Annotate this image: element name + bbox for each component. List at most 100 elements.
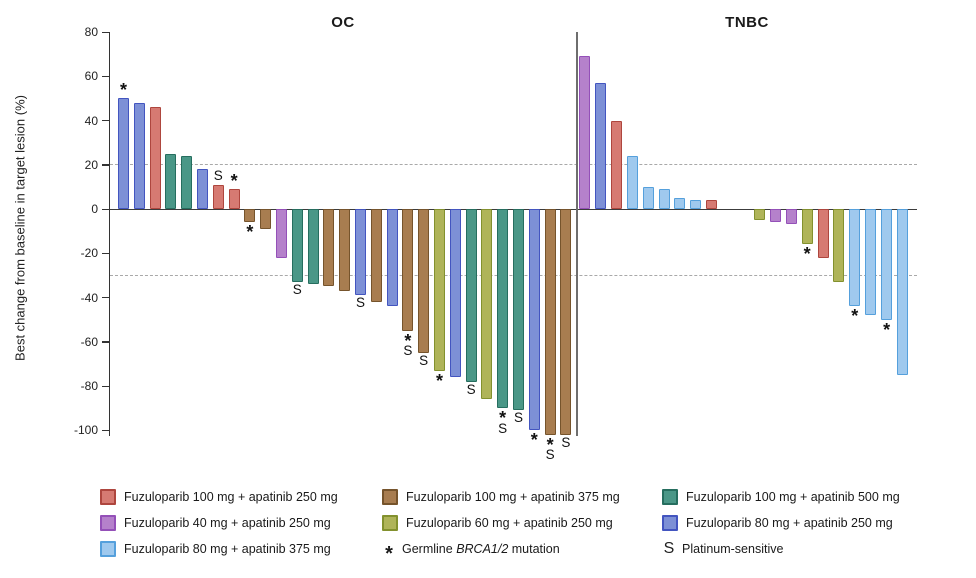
y-axis-tick xyxy=(102,341,109,343)
bar xyxy=(386,209,398,307)
bar xyxy=(291,209,303,282)
y-axis-tick-label: -20 xyxy=(80,246,98,261)
bar xyxy=(897,209,908,375)
brca-mutation-symbol: * xyxy=(385,543,393,565)
bar xyxy=(626,155,638,209)
bar xyxy=(149,107,161,209)
bar xyxy=(497,209,509,409)
legend-swatch xyxy=(662,489,678,505)
brca-mutation-marker: * xyxy=(230,171,238,192)
platinum-sensitive-marker: S xyxy=(466,381,476,397)
legend-item: Fuzuloparib 100 mg + apatinib 375 mg xyxy=(382,484,620,510)
platinum-sensitive-symbol: S xyxy=(663,540,675,557)
brca-mutation-marker: * xyxy=(530,430,538,451)
legend-column: Fuzuloparib 100 mg + apatinib 375 mg Fuzu… xyxy=(382,484,620,565)
bar xyxy=(579,56,590,209)
bar xyxy=(560,209,572,435)
legend-column: Fuzuloparib 100 mg + apatinib 250 mg Fuzu… xyxy=(100,484,338,562)
legend-item: Fuzuloparib 60 mg + apatinib 250 mg xyxy=(382,510,620,536)
platinum-sensitive-marker: S xyxy=(419,352,429,368)
bar xyxy=(133,102,145,209)
bar xyxy=(434,209,445,371)
y-axis-tick-label: 40 xyxy=(84,113,98,128)
y-axis-tick-label: 60 xyxy=(84,69,98,84)
panel-title-oc: OC xyxy=(331,14,355,31)
legend-swatch xyxy=(382,515,398,531)
y-axis-tick-label: -40 xyxy=(80,290,98,305)
legend-swatch xyxy=(100,541,116,557)
brca-mutation-marker: * xyxy=(883,319,891,340)
bar xyxy=(370,209,382,302)
y-axis-tick xyxy=(102,297,109,299)
y-axis-tick xyxy=(102,164,109,166)
bar xyxy=(544,209,556,435)
bar xyxy=(212,184,224,209)
platinum-sensitive-marker: S xyxy=(355,295,365,311)
bar xyxy=(690,200,702,209)
y-axis-tick-label: -60 xyxy=(80,334,98,349)
bar xyxy=(449,209,461,378)
y-axis-tick-label: 20 xyxy=(84,157,98,172)
bar xyxy=(197,169,208,209)
bar xyxy=(706,200,718,209)
y-axis-tick-label: -80 xyxy=(80,379,98,393)
legend-label: Platinum-sensitive xyxy=(682,542,784,556)
legend-item: * Germline BRCA1/2 mutation xyxy=(382,536,620,565)
platinum-sensitive-marker: S xyxy=(513,410,523,426)
y-axis-tick xyxy=(102,208,109,210)
legend-item: Fuzuloparib 100 mg + apatinib 250 mg xyxy=(100,484,338,510)
platinum-sensitive-marker: S xyxy=(498,420,508,436)
bar xyxy=(674,197,686,209)
platinum-sensitive-marker: S xyxy=(545,447,555,463)
bar xyxy=(769,209,781,223)
bar xyxy=(785,209,797,225)
legend-swatch xyxy=(662,515,678,531)
legend-column: Fuzuloparib 100 mg + apatinib 500 mg Fuzu… xyxy=(662,484,900,562)
bar xyxy=(865,209,877,316)
y-axis-title: Best change from baseline in target lesi… xyxy=(12,95,28,361)
bar xyxy=(481,209,493,400)
legend-item: Fuzuloparib 100 mg + apatinib 500 mg xyxy=(662,484,900,510)
brca-mutation-marker: * xyxy=(119,80,127,101)
legend-label: Fuzuloparib 60 mg + apatinib 250 mg xyxy=(406,516,613,530)
legend-swatch xyxy=(100,489,116,505)
bar xyxy=(817,209,829,258)
platinum-sensitive-marker: S xyxy=(403,343,413,359)
bar xyxy=(881,209,893,320)
bar xyxy=(753,209,765,221)
brca-mutation-marker: * xyxy=(851,306,859,327)
bar xyxy=(594,82,606,209)
legend-label: Fuzuloparib 100 mg + apatinib 500 mg xyxy=(686,490,900,504)
legend-item: Fuzuloparib 40 mg + apatinib 250 mg xyxy=(100,510,338,536)
bar xyxy=(610,120,622,209)
legend-label: Fuzuloparib 80 mg + apatinib 375 mg xyxy=(124,542,331,556)
bar xyxy=(307,209,319,285)
bar xyxy=(402,209,414,331)
bar xyxy=(260,209,272,229)
bar xyxy=(165,153,177,209)
legend-swatch xyxy=(382,489,398,505)
legend-label: Fuzuloparib 40 mg + apatinib 250 mg xyxy=(124,516,331,530)
y-axis-tick xyxy=(102,120,109,122)
brca-mutation-marker: * xyxy=(404,330,412,351)
bar xyxy=(642,186,654,209)
bar xyxy=(658,189,670,209)
y-axis-tick xyxy=(102,429,109,432)
bar xyxy=(513,209,524,411)
legend-label: Fuzuloparib 100 mg + apatinib 250 mg xyxy=(124,490,338,504)
bar xyxy=(801,209,813,245)
bar xyxy=(181,155,193,209)
brca-mutation-marker: * xyxy=(803,244,811,265)
brca-mutation-marker: * xyxy=(499,408,507,429)
y-axis-tick xyxy=(102,75,109,78)
y-axis-tick xyxy=(102,252,109,255)
brca-mutation-marker: * xyxy=(546,434,554,455)
panel-title-tnbc: TNBC xyxy=(725,14,769,31)
bar xyxy=(849,209,861,307)
y-axis-tick xyxy=(102,31,109,33)
legend-item: S Platinum-sensitive xyxy=(662,536,900,562)
y-axis-tick-label: -100 xyxy=(73,423,98,438)
platinum-sensitive-marker: S xyxy=(561,434,571,450)
y-axis-tick xyxy=(102,385,109,387)
